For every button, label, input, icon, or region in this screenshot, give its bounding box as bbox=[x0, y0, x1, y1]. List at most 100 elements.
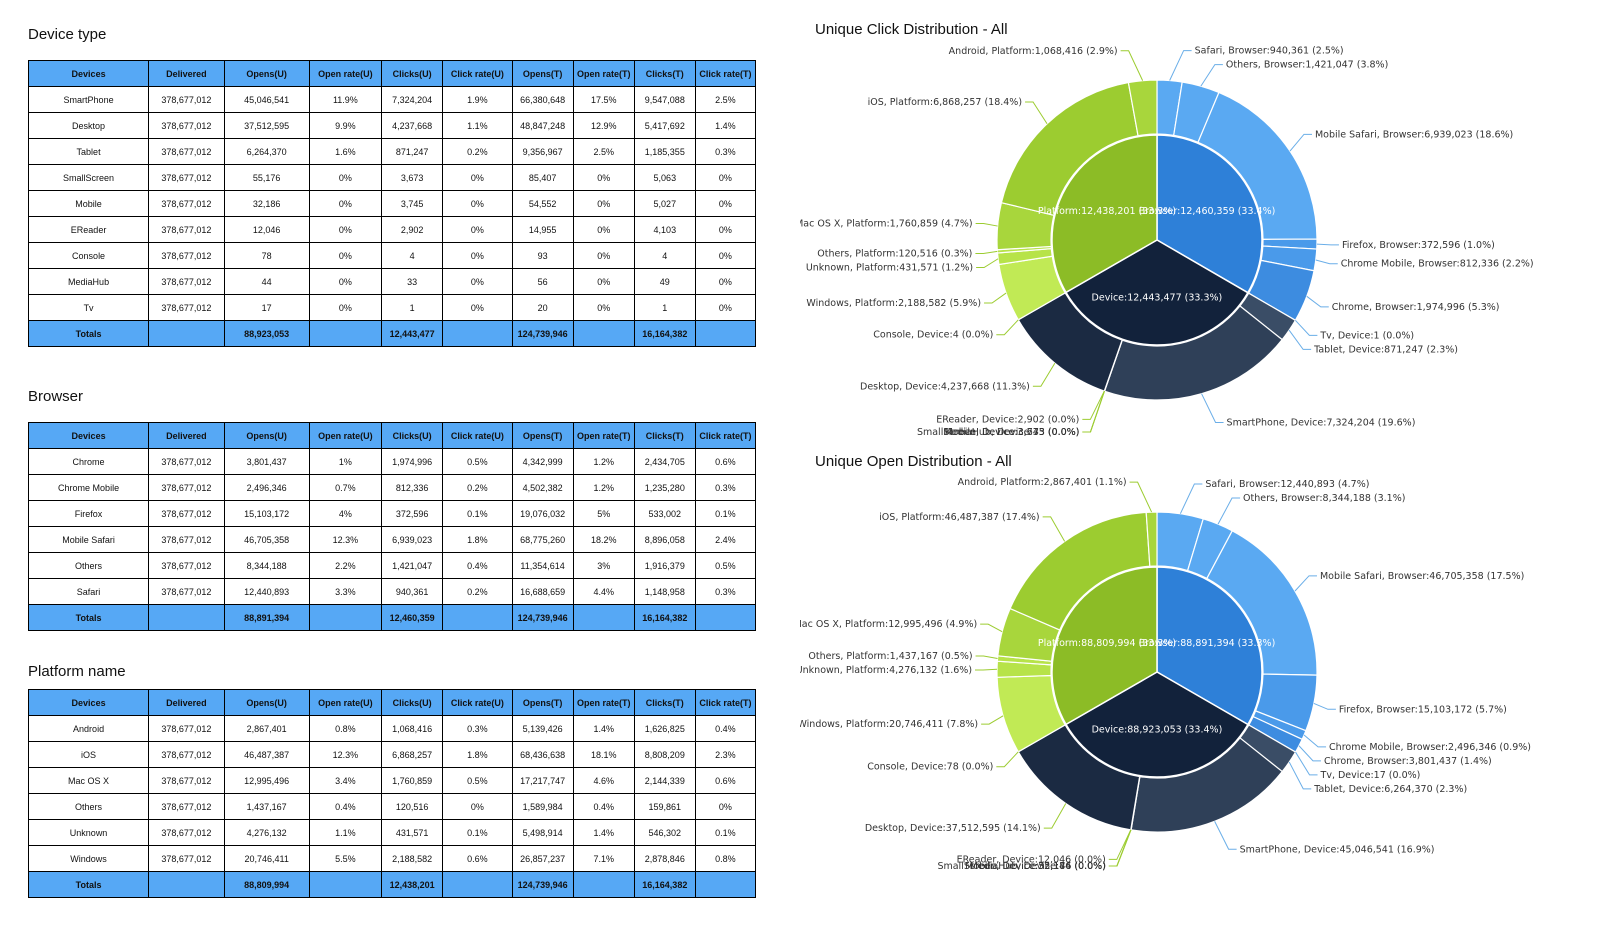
table-cell: 0.5% bbox=[442, 767, 513, 794]
table-cell: 0% bbox=[308, 268, 383, 295]
column-header: Click rate(U) bbox=[442, 60, 513, 87]
table-cell: 33 bbox=[381, 268, 444, 295]
header-row: Devices Delivered Opens(U) Open rate(U) Clic… bbox=[27, 689, 757, 716]
table-cell: 18.2% bbox=[572, 526, 635, 553]
table-cell: 378,677,012 bbox=[148, 294, 225, 321]
leader-line bbox=[1082, 390, 1105, 433]
table-cell: 0.1% bbox=[694, 819, 757, 846]
slice-label: EReader, Device:2,902 (0.0%) bbox=[936, 414, 1079, 425]
table-cell: 12,046 bbox=[223, 216, 310, 243]
table-row: SmartPhone 378,677,012 45,046,541 11.9% 7,32… bbox=[27, 86, 757, 113]
inner-slice-platform[interactable] bbox=[1051, 134, 1159, 294]
header-row: Devices Delivered Opens(U) Open rate(U) Clic… bbox=[27, 422, 757, 449]
open-distribution-chart: Browser:88,891,394 (33.3%) Device:88,923,… bbox=[800, 477, 1531, 872]
leader-line bbox=[1108, 829, 1132, 867]
leader-line bbox=[1082, 390, 1105, 420]
table-cell: 2,496,346 bbox=[223, 474, 310, 501]
table-cell: 5.5% bbox=[308, 845, 383, 872]
slice-label: Tablet, Device:871,247 (2.3%) bbox=[1313, 344, 1458, 355]
table-row: Safari 378,677,012 12,440,893 3.3% 940,361 0.… bbox=[27, 578, 757, 605]
slice-label: Windows, Platform:2,188,582 (5.9%) bbox=[806, 298, 981, 309]
table-row: Mobile Safari 378,677,012 46,705,358 12.3% 6… bbox=[27, 526, 757, 553]
table-cell: 0.8% bbox=[308, 715, 383, 742]
table-cell: 0% bbox=[442, 164, 513, 191]
slice-label: Tv, Device:1 (0.0%) bbox=[1319, 330, 1414, 341]
table-cell: 0% bbox=[694, 268, 757, 295]
table-cell: 1.4% bbox=[694, 112, 757, 139]
table-cell: 8,808,209 bbox=[633, 741, 696, 768]
leader-line bbox=[1316, 243, 1339, 246]
totals-cell bbox=[572, 320, 635, 347]
inner-slice-platform[interactable] bbox=[1051, 566, 1159, 726]
table-cell: 12,440,893 bbox=[223, 578, 310, 605]
table-cell: 1.8% bbox=[442, 526, 513, 553]
table-cell: 5,027 bbox=[633, 190, 696, 217]
device-type-title: Device type bbox=[28, 26, 107, 43]
table-cell: 0.4% bbox=[572, 793, 635, 820]
table-row: MediaHub 378,677,012 44 0% 33 0% 56 0% 49 0% bbox=[27, 268, 757, 295]
column-header: Opens(T) bbox=[511, 422, 574, 449]
table-cell: 0% bbox=[308, 216, 383, 243]
slice-label: Chrome Mobile, Browser:812,336 (2.2%) bbox=[1341, 259, 1534, 270]
table-cell: 0.3% bbox=[694, 474, 757, 501]
table-cell: 0% bbox=[694, 164, 757, 191]
table-cell: 378,677,012 bbox=[148, 767, 225, 794]
slice-label: EReader, Device:12,046 (0.0%) bbox=[957, 854, 1106, 865]
slice-label: Console, Device:78 (0.0%) bbox=[867, 762, 993, 773]
totals-cell bbox=[148, 604, 225, 631]
table-row: iOS 378,677,012 46,487,387 12.3% 6,868,257 1.… bbox=[27, 741, 757, 768]
table-cell: 2.4% bbox=[694, 526, 757, 553]
table-cell: 1,760,859 bbox=[381, 767, 444, 794]
table-cell: 372,596 bbox=[381, 500, 444, 527]
leader-line bbox=[975, 250, 998, 254]
table-cell: 17,217,747 bbox=[511, 767, 574, 794]
slice-label: Windows, Platform:20,746,411 (7.8%) bbox=[800, 719, 978, 730]
slice-label: Chrome, Browser:3,801,437 (1.4%) bbox=[1324, 756, 1492, 767]
totals-cell: Totals bbox=[27, 871, 150, 898]
table-cell: 48,847,248 bbox=[511, 112, 574, 139]
browser-title: Browser bbox=[28, 388, 84, 405]
totals-cell: 16,164,382 bbox=[633, 604, 696, 631]
table-cell: 4 bbox=[633, 242, 696, 269]
totals-cell: 12,460,359 bbox=[381, 604, 444, 631]
table-cell: 1.2% bbox=[572, 474, 635, 501]
totals-cell: 16,164,382 bbox=[633, 871, 696, 898]
column-header: Click rate(U) bbox=[442, 422, 513, 449]
table-cell: 4,276,132 bbox=[223, 819, 310, 846]
inner-label-browser: Browser:88,891,394 (33.3%) bbox=[1139, 638, 1276, 649]
slice-label: Firefox, Browser:372,596 (1.0%) bbox=[1342, 240, 1495, 251]
table-cell: 66,380,648 bbox=[511, 86, 574, 113]
totals-cell bbox=[442, 604, 513, 631]
totals-cell bbox=[694, 871, 757, 898]
table-cell: 19,076,032 bbox=[511, 500, 574, 527]
totals-cell bbox=[572, 604, 635, 631]
outer-slice-android-platform[interactable] bbox=[1145, 511, 1158, 567]
outer-slice-android-platform[interactable] bbox=[1127, 79, 1158, 137]
table-cell: 0% bbox=[442, 268, 513, 295]
column-header: Clicks(U) bbox=[381, 422, 444, 449]
table-cell: 378,677,012 bbox=[148, 474, 225, 501]
table-cell: 2,144,339 bbox=[633, 767, 696, 794]
column-header: Devices bbox=[27, 422, 150, 449]
leader-line bbox=[1043, 803, 1067, 829]
table-cell: 20,746,411 bbox=[223, 845, 310, 872]
leader-line bbox=[1288, 329, 1312, 350]
totals-cell: Totals bbox=[27, 320, 150, 347]
table-cell: 54,552 bbox=[511, 190, 574, 217]
slice-label: Others, Platform:120,516 (0.3%) bbox=[817, 248, 972, 259]
table-cell: 46,487,387 bbox=[223, 741, 310, 768]
column-header: Opens(U) bbox=[223, 422, 310, 449]
table-cell: 11.9% bbox=[308, 86, 383, 113]
table-cell: 0.1% bbox=[442, 819, 513, 846]
slice-label: Firefox, Browser:15,103,172 (5.7%) bbox=[1339, 704, 1507, 715]
leader-line bbox=[996, 319, 1019, 336]
table-cell: 378,677,012 bbox=[148, 793, 225, 820]
column-header: Click rate(T) bbox=[694, 422, 757, 449]
table-cell: 11,354,614 bbox=[511, 552, 574, 579]
table-cell: 120,516 bbox=[381, 793, 444, 820]
table-cell: 378,677,012 bbox=[148, 164, 225, 191]
table-cell: 0.6% bbox=[694, 767, 757, 794]
table-cell: 4.6% bbox=[572, 767, 635, 794]
table-cell: 17.5% bbox=[572, 86, 635, 113]
table-cell: 3,745 bbox=[381, 190, 444, 217]
